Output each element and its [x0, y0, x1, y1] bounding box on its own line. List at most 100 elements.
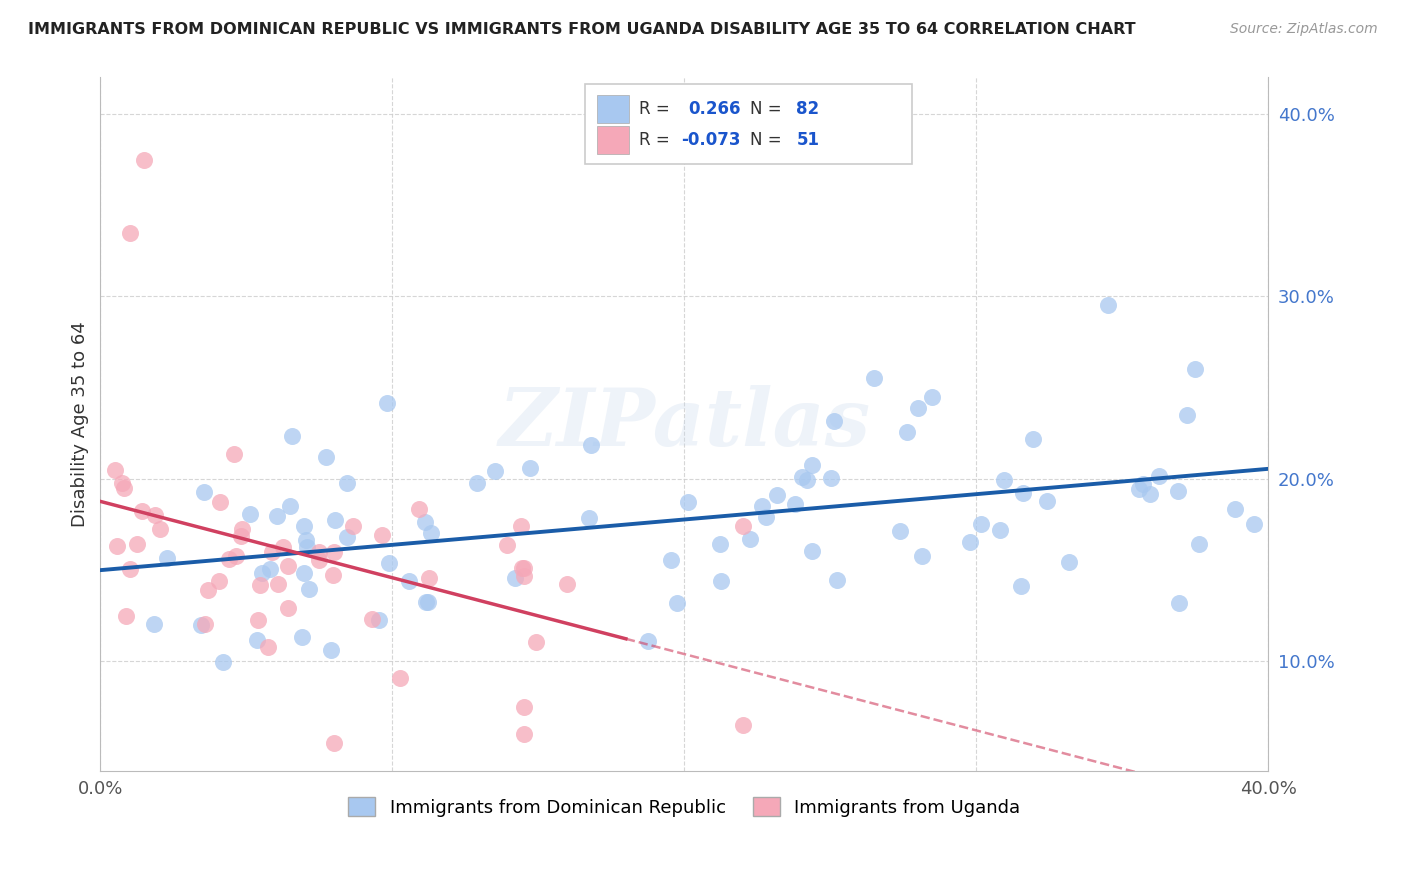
Point	[1184, 362, 1206, 376]
Point	[378, 556, 401, 570]
Point	[225, 549, 247, 563]
Point	[229, 529, 252, 543]
Point	[281, 429, 304, 443]
Text: N =: N =	[749, 131, 786, 149]
Point	[731, 519, 754, 533]
Point	[766, 488, 789, 502]
Point	[1223, 501, 1246, 516]
Point	[792, 470, 814, 484]
Point	[321, 642, 343, 657]
Point	[308, 553, 330, 567]
Point	[388, 671, 411, 685]
Point	[921, 390, 943, 404]
Point	[262, 545, 284, 559]
Text: ZIPatlas: ZIPatlas	[498, 385, 870, 463]
Point	[209, 495, 232, 509]
Text: R =: R =	[638, 100, 675, 118]
Point	[408, 502, 430, 516]
Point	[156, 551, 179, 566]
Point	[1011, 486, 1033, 500]
Text: 82: 82	[796, 100, 820, 118]
Point	[267, 576, 290, 591]
Bar	[596, 126, 630, 153]
Point	[413, 515, 436, 529]
Point	[308, 545, 330, 559]
Point	[800, 544, 823, 558]
Point	[259, 561, 281, 575]
Point	[710, 574, 733, 588]
Point	[247, 613, 270, 627]
Point	[825, 573, 848, 587]
Legend: Immigrants from Dominican Republic, Immigrants from Uganda: Immigrants from Dominican Republic, Immi…	[340, 790, 1028, 824]
Point	[820, 471, 842, 485]
Point	[336, 475, 359, 490]
Point	[823, 414, 845, 428]
Point	[246, 632, 269, 647]
Point	[990, 523, 1012, 537]
Point	[578, 511, 600, 525]
Point	[512, 727, 534, 741]
Point	[907, 401, 929, 415]
Point	[1022, 432, 1045, 446]
Point	[257, 640, 280, 654]
Point	[322, 545, 344, 559]
Point	[149, 522, 172, 536]
Point	[911, 549, 934, 563]
Point	[1167, 484, 1189, 499]
Point	[557, 576, 579, 591]
Point	[336, 530, 359, 544]
Point	[277, 559, 299, 574]
Point	[637, 634, 659, 648]
Point	[959, 535, 981, 549]
Point	[291, 631, 314, 645]
Point	[1010, 579, 1032, 593]
Point	[278, 499, 301, 513]
Point	[114, 609, 136, 624]
Point	[231, 522, 253, 536]
Point	[678, 495, 700, 509]
Point	[465, 476, 488, 491]
Point	[218, 552, 240, 566]
Text: 51: 51	[796, 131, 820, 149]
Point	[131, 504, 153, 518]
Point	[484, 464, 506, 478]
Point	[755, 509, 778, 524]
Point	[418, 571, 440, 585]
Point	[863, 371, 886, 385]
Point	[512, 569, 534, 583]
Point	[211, 655, 233, 669]
Point	[361, 612, 384, 626]
Text: Source: ZipAtlas.com: Source: ZipAtlas.com	[1230, 22, 1378, 37]
Point	[1059, 555, 1081, 569]
Point	[377, 395, 399, 409]
Point	[420, 526, 443, 541]
Text: R =: R =	[638, 131, 675, 149]
Point	[292, 519, 315, 533]
Text: IMMIGRANTS FROM DOMINICAN REPUBLIC VS IMMIGRANTS FROM UGANDA DISABILITY AGE 35 T: IMMIGRANTS FROM DOMINICAN REPUBLIC VS IM…	[28, 22, 1136, 37]
Point	[222, 447, 245, 461]
Point	[112, 481, 135, 495]
Point	[322, 567, 344, 582]
Point	[342, 518, 364, 533]
Text: -0.073: -0.073	[681, 131, 740, 149]
Point	[1139, 487, 1161, 501]
Point	[495, 538, 517, 552]
Point	[134, 153, 156, 167]
Point	[315, 450, 337, 465]
Point	[783, 497, 806, 511]
Text: 0.266: 0.266	[688, 100, 741, 118]
Point	[143, 508, 166, 522]
Point	[505, 571, 527, 585]
Point	[323, 513, 346, 527]
Point	[127, 536, 149, 550]
Point	[1188, 537, 1211, 551]
Point	[1177, 408, 1199, 422]
Point	[661, 552, 683, 566]
Point	[896, 425, 918, 440]
Point	[510, 518, 533, 533]
Point	[512, 699, 534, 714]
Point	[294, 533, 316, 547]
Point	[416, 595, 439, 609]
Point	[398, 574, 420, 589]
Point	[512, 561, 534, 575]
